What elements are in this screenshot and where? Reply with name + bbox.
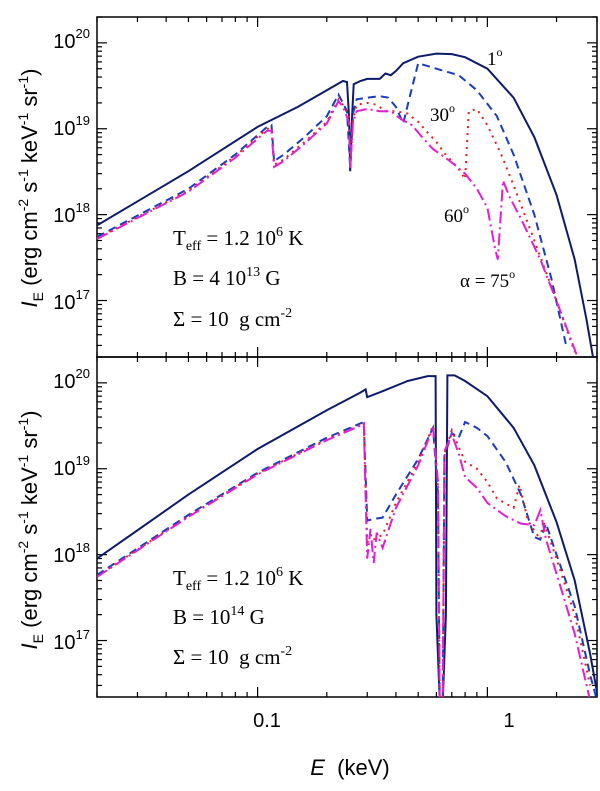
top-param-b: B = 4 1013 G <box>173 265 281 290</box>
angle-label-75deg: α = 75o <box>460 267 515 292</box>
series-line-30deg-top <box>97 61 568 346</box>
angle-label-1deg: 1o <box>487 45 503 70</box>
top-panel-series <box>97 52 594 357</box>
bottom-param-teff: Teff = 1.2 106 K <box>173 565 303 594</box>
bottom-panel-series <box>97 374 597 697</box>
bottom-ytick-label-19: 1019 <box>53 453 90 480</box>
bottom-y-axis-title: IE (erg cm-2 s-1 keV-1 sr-1) <box>15 411 46 650</box>
bottom-ytick-label-20: 1020 <box>53 366 90 393</box>
top-y-tick-labels: 1017 1018 1019 1020 <box>53 26 90 314</box>
series-line-60deg-bottom <box>97 421 592 697</box>
top-y-axis-title: IE (erg cm-2 s-1 keV-1 sr-1) <box>15 69 46 308</box>
top-param-sigma: Σ = 10 g cm-2 <box>173 306 292 331</box>
top-angle-labels: 1o 30o 60o α = 75o <box>430 45 515 292</box>
series-line-30deg-bottom <box>97 420 597 697</box>
angle-label-60deg: 60o <box>444 202 469 227</box>
series-line-1deg-bottom <box>97 374 597 697</box>
top-ytick-label-18: 1018 <box>53 200 90 227</box>
bottom-ytick-label-18: 1018 <box>53 540 90 567</box>
top-panel-frame <box>96 16 598 358</box>
bottom-param-b: B = 1014 G <box>173 604 265 629</box>
series-line-60deg-top <box>97 97 576 353</box>
top-ytick-label-19: 1019 <box>53 113 90 140</box>
top-ytick-label-20: 1020 <box>53 26 90 53</box>
angle-label-30deg: 30o <box>430 101 455 126</box>
bottom-y-tick-labels: 1017 1018 1019 1020 <box>53 366 90 654</box>
series-line-75deg-top <box>97 99 579 357</box>
series-line-75deg-bottom <box>97 422 591 697</box>
top-params: Teff = 1.2 106 K B = 4 1013 G Σ = 10 g c… <box>173 225 303 331</box>
series-line-1deg-top <box>97 52 594 357</box>
x-axis-title: E (keV) <box>310 755 389 780</box>
x-tick-labels: 0.1 1 <box>253 710 514 732</box>
bottom-ytick-label-17: 1017 <box>53 627 90 654</box>
bottom-param-sigma: Σ = 10 g cm-2 <box>173 644 292 669</box>
xtick-label-1: 1 <box>503 710 514 732</box>
top-panel-ticks <box>96 16 598 357</box>
bottom-params: Teff = 1.2 106 K B = 1014 G Σ = 10 g cm-… <box>173 565 303 669</box>
bottom-panel-frame <box>96 356 598 698</box>
top-ytick-label-17: 1017 <box>53 287 90 314</box>
xtick-label-0.1: 0.1 <box>253 710 281 732</box>
top-param-teff: Teff = 1.2 106 K <box>173 225 303 254</box>
